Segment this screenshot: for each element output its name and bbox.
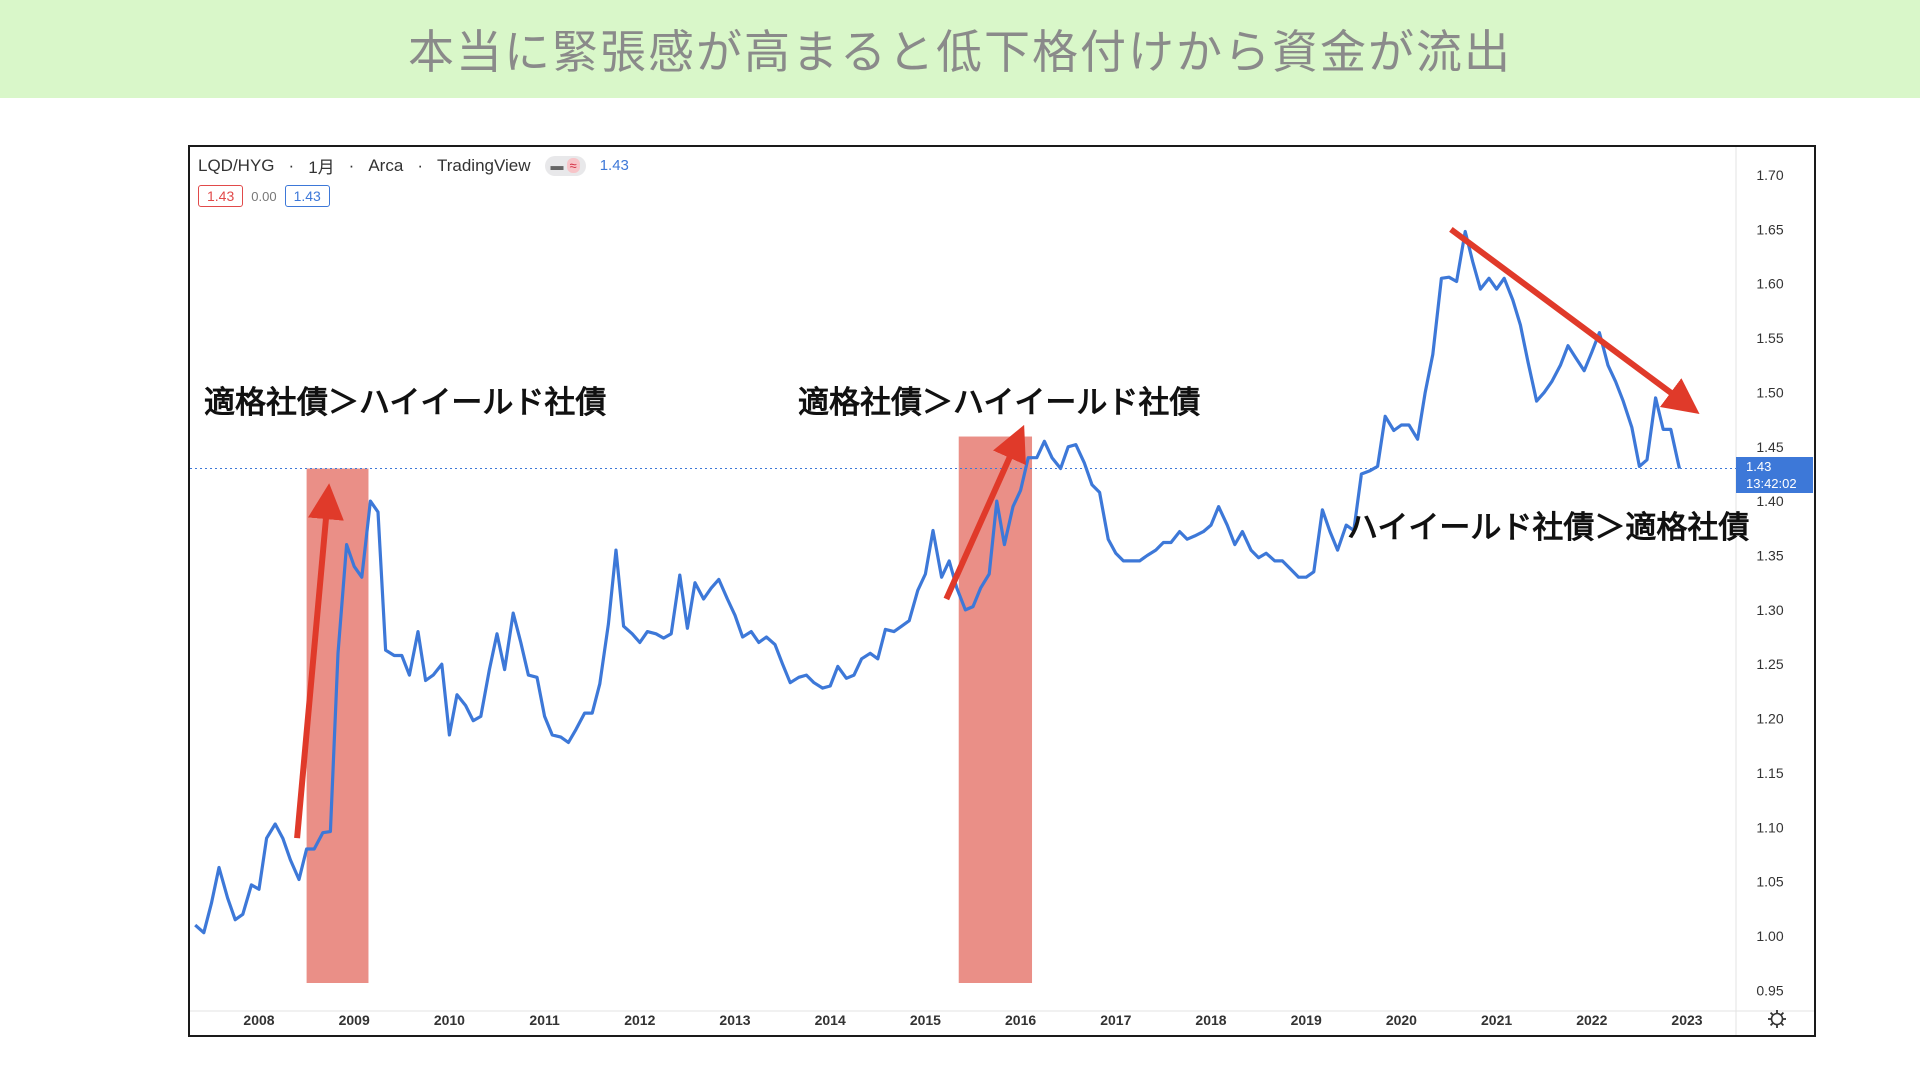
chart-style-toggle[interactable]: ▬ ≈: [544, 155, 586, 176]
x-tick-label: 2023: [1671, 1012, 1702, 1028]
y-tick-label: 1.35: [1756, 548, 1783, 564]
legend-separator: ·: [417, 155, 423, 175]
close-value: 1.43: [284, 185, 330, 207]
x-tick-label: 2013: [719, 1012, 750, 1028]
annotation-right: ハイイールド社債＞適格社債: [1347, 510, 1750, 546]
y-tick-label: 1.65: [1756, 221, 1783, 237]
x-tick-label: 2021: [1481, 1012, 1512, 1028]
interval-label[interactable]: 1月: [308, 158, 335, 177]
price-chart[interactable]: 0.95 1.00 1.05 1.10 1.15 1.20 1.25 1.30 1.35 1.40…: [190, 147, 1814, 1035]
y-tick-label: 1.70: [1756, 167, 1783, 183]
x-tick-label: 2018: [1195, 1012, 1226, 1028]
bars-icon: ▬: [550, 158, 564, 173]
legend-separator: ·: [348, 155, 355, 175]
exchange-label: Arca: [368, 155, 404, 175]
x-tick-label: 2012: [624, 1012, 655, 1028]
legend-separator: ·: [288, 155, 295, 175]
annotation-middle: 適格社債＞ハイイールド社債: [798, 385, 1201, 421]
trend-arrow: [294, 483, 344, 839]
x-tick-label: 2020: [1386, 1012, 1417, 1028]
shaded-range: [306, 468, 369, 983]
legend-price: 1.43: [599, 157, 629, 174]
x-tick-label: 2019: [1291, 1012, 1322, 1028]
change-value: 0.00: [251, 188, 277, 204]
annotation-left: 適格社債＞ハイイールド社債: [204, 385, 607, 421]
title-banner: 本当に緊張感が高まると低下格付けから資金が流出: [0, 0, 1920, 98]
y-tick-label: 1.05: [1756, 874, 1783, 890]
y-tick-label: 1.50: [1756, 384, 1783, 400]
series-line[interactable]: [194, 229, 1681, 935]
settings-gear-icon[interactable]: [1768, 1010, 1786, 1028]
y-tick-label: 1.25: [1756, 656, 1783, 672]
x-tick-label: 2010: [434, 1012, 465, 1028]
x-tick-label: 2017: [1100, 1012, 1131, 1028]
x-tick-label: 2016: [1005, 1012, 1036, 1028]
y-tick-label: 1.10: [1756, 819, 1783, 835]
source-label: TradingView: [436, 155, 531, 175]
trend-arrow: [1449, 226, 1700, 415]
x-tick-label: 2014: [815, 1012, 846, 1028]
last-price-value: 1.43: [1746, 459, 1771, 474]
x-tick-label: 2009: [339, 1012, 370, 1028]
y-tick-label: 1.55: [1756, 330, 1783, 346]
banner-title: 本当に緊張感が高まると低下格付けから資金が流出: [408, 25, 1512, 79]
x-tick-label: 2011: [529, 1012, 560, 1028]
chart-frame[interactable]: 0.95 1.00 1.05 1.10 1.15 1.20 1.25 1.30 1.35 1.40…: [188, 145, 1816, 1037]
symbol-label[interactable]: LQD/HYG: [198, 155, 275, 175]
chart-legend: LQD/HYG · 1月 · Arca · TradingView ▬ ≈ 1.…: [198, 153, 629, 178]
y-tick-label: 1.20: [1756, 711, 1783, 727]
y-tick-label: 1.15: [1756, 765, 1783, 781]
last-price-tag: [1736, 457, 1813, 493]
open-value: 1.43: [198, 185, 244, 207]
x-tick-label: 2008: [243, 1012, 274, 1028]
y-tick-label: 1.45: [1756, 439, 1783, 455]
x-tick-label: 2022: [1576, 1012, 1607, 1028]
y-tick-label: 1.40: [1756, 493, 1783, 509]
y-tick-label: 0.95: [1756, 982, 1783, 998]
trend-arrow: [943, 424, 1026, 601]
ohlc-values: 1.43 0.00 1.43: [198, 185, 330, 207]
y-tick-label: 1.60: [1756, 276, 1783, 292]
y-tick-label: 1.30: [1756, 602, 1783, 618]
compare-icon: ≈: [566, 158, 580, 173]
last-price-time: 13:42:02: [1746, 476, 1797, 491]
x-tick-label: 2015: [910, 1012, 941, 1028]
y-tick-label: 1.00: [1756, 928, 1783, 944]
